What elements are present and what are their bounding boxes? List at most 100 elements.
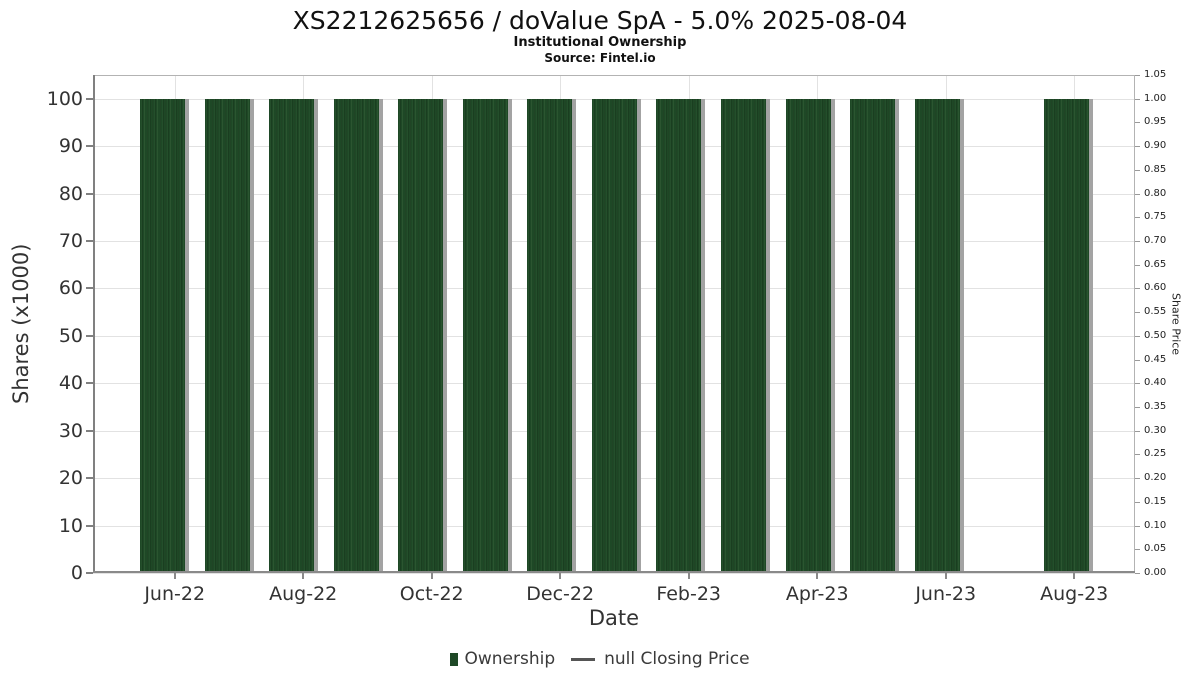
left-tick-mark [86,477,93,480]
x-tick-mark [944,573,947,579]
right-tick-label: 0.75 [1144,211,1167,223]
right-tick-label: 0.60 [1144,282,1167,294]
plot-area: Aug-23 Jun-23 Apr-23 Feb-23 Dec-22 Oct-22 Aug-… [47,69,1167,605]
x-tick-label: Feb-23 [656,583,722,605]
left-tick-label: 100 [46,87,83,110]
left-tick-mark [86,240,93,242]
chart-subtitle: Institutional Ownership [513,35,687,50]
right-axis-title: Share Price [1169,292,1183,356]
ownership-bar [333,98,379,573]
right-tick-label: 0.85 [1144,163,1167,175]
right-tick-label: 0.25 [1144,448,1167,460]
x-axis-line [93,571,1135,573]
right-tick-mark [1135,525,1140,527]
right-tick-label: 0.90 [1144,140,1167,152]
x-tick-label: Apr-23 [785,583,849,605]
left-tick-label: 50 [58,324,83,347]
right-tick-mark [1135,478,1140,480]
left-tick-label: 40 [58,372,83,395]
right-tick-label: 0.40 [1144,377,1167,389]
right-tick-label: 0.15 [1144,495,1167,507]
closing-price-line-marker [571,657,596,661]
left-tick-label: 60 [58,277,83,300]
left-tick-mark [86,382,93,385]
left-tick-label: 0 [70,562,83,584]
left-tick-mark [86,334,93,337]
x-tick-label: Aug-22 [269,583,338,605]
ownership-bar [720,98,766,573]
x-tick-mark [1073,573,1076,579]
y-axis-line [93,75,95,573]
left-tick-label: 70 [58,230,83,252]
right-tick-mark [1135,264,1140,266]
ownership-bar [527,98,573,573]
right-tick-mark [1135,430,1140,432]
ownership-bar [204,98,250,573]
left-tick-mark [86,192,93,195]
right-tick-mark [1135,75,1140,76]
right-tick-mark [1135,288,1140,290]
left-tick-mark [86,145,93,148]
x-tick-label: Oct-22 [399,583,464,605]
ownership-bar [914,98,960,573]
right-tick-mark [1135,217,1140,219]
left-tick-label: 90 [58,135,83,158]
ownership-bar [462,98,508,573]
x-tick-mark [302,573,305,579]
left-tick-mark [86,429,93,432]
right-tick-mark [1135,146,1140,148]
ownership-bar [656,98,702,573]
chart-source: Source: Fintel.io [544,51,656,65]
right-tick-label: 0.45 [1144,353,1167,365]
right-tick-mark [1135,359,1140,361]
x-tick-mark [173,573,176,579]
plot-border-top [93,75,1135,76]
plot-border-right [1134,75,1135,573]
left-tick-mark [86,572,93,574]
legend-ownership-label: Ownership [464,649,556,669]
right-tick-label: 0.10 [1144,519,1167,531]
left-tick-mark [86,97,93,100]
right-tick-mark [1135,98,1140,100]
right-tick-label: 0.80 [1144,187,1167,199]
right-tick-label: 0.30 [1144,424,1167,436]
right-tick-label: 0.70 [1144,235,1167,246]
right-tick-label: 0.20 [1144,472,1167,484]
right-tick-mark [1135,169,1140,171]
left-tick-mark [86,287,93,290]
left-tick-label: 20 [58,467,83,490]
ownership-bar [785,98,831,573]
x-tick-mark [687,573,690,579]
x-tick-label: Aug-23 [1040,583,1109,605]
legend-closing-price-label: null Closing Price [604,649,750,669]
right-tick-label: 1.05 [1144,69,1167,80]
right-tick-mark [1135,193,1140,195]
right-tick-label: 0.55 [1144,306,1167,318]
x-tick-label: Jun-23 [915,583,977,605]
right-tick-mark [1135,549,1140,551]
right-tick-mark [1135,122,1140,124]
ownership-series-swatch [450,652,459,666]
ownership-bar [850,98,896,573]
right-tick-mark [1135,454,1140,456]
left-tick-mark [86,524,93,527]
x-axis-title: Date [588,606,640,630]
gridline-h [93,573,1135,574]
x-tick-mark [559,573,562,579]
right-tick-label: 0.65 [1144,258,1167,270]
right-tick-label: 0.50 [1144,329,1167,341]
legend: Ownership null Closing Price [0,646,1200,672]
x-tick-mark [816,573,819,579]
right-tick-label: 0.35 [1144,401,1167,412]
ownership-bar [1043,98,1089,573]
x-tick-label: Jun-22 [144,583,206,605]
right-tick-label: 0.95 [1144,116,1167,128]
left-tick-label: 30 [58,419,83,442]
right-tick-mark [1135,335,1140,337]
ownership-bar [140,98,185,573]
right-tick-mark [1135,312,1140,314]
right-tick-mark [1135,241,1140,242]
ownership-bar [269,98,315,573]
x-tick-mark [430,573,433,579]
